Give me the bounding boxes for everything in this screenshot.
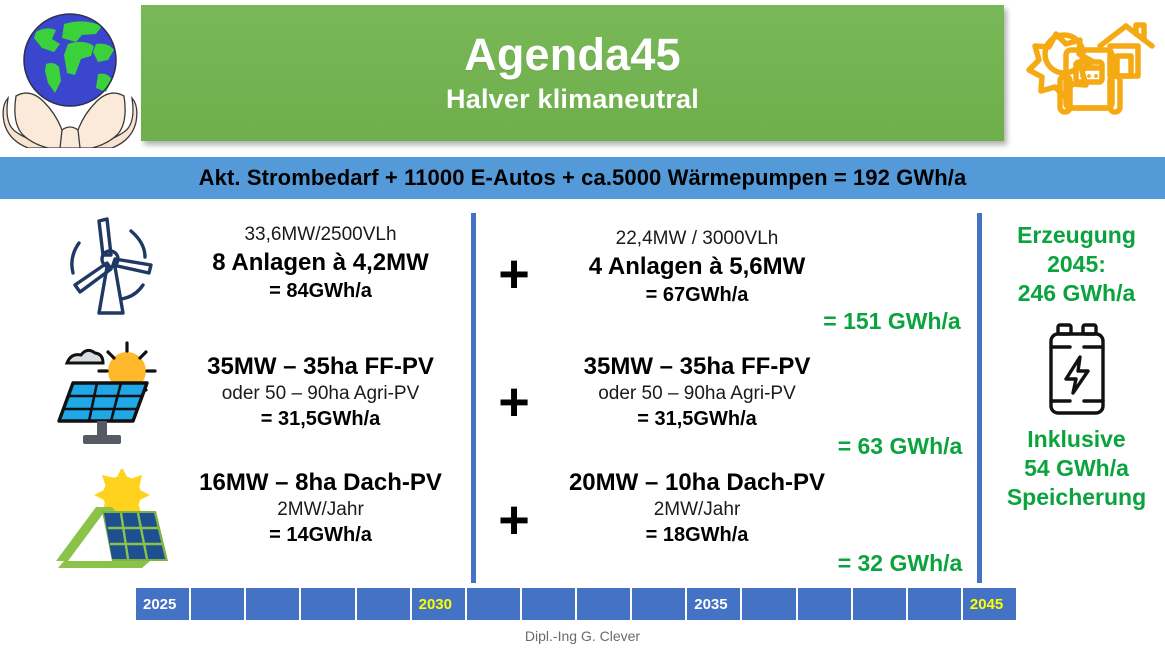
timeline-cell-14[interactable] [852, 588, 908, 620]
summary-footer-line2: 54 GWh/a [1024, 455, 1129, 481]
timeline-cell-3[interactable] [246, 588, 302, 620]
page-subtitle: Halver klimaneutral [446, 84, 699, 115]
demand-banner: Akt. Strombedarf + 11000 E-Autos + ca.50… [0, 157, 1165, 199]
roof-pv-sum: = 32 GWh/a [837, 550, 963, 576]
row-wind: 33,6MW/2500VLh 8 Anlagen à 4,2MW = 84GWh… [0, 205, 1165, 334]
wind-sum: = 151 GWh/a [823, 308, 961, 334]
timeline: 2025 2030 2035 2045 [136, 588, 1016, 620]
summary-heading-line3: 246 GWh/a [1017, 279, 1136, 306]
timeline-cell-2[interactable] [191, 588, 247, 620]
timeline-cell-4[interactable] [301, 588, 357, 620]
wind-right-line1: 22,4MW / 3000VLh [615, 228, 779, 249]
title-banner: Agenda45 Halver klimaneutral [141, 5, 1004, 141]
battery-lightning-icon [1048, 323, 1105, 415]
timeline-cell-7[interactable] [466, 588, 522, 620]
ground-pv-left-line2: oder 50 – 90ha Agri-PV [221, 383, 420, 405]
logo-container [2, 2, 138, 149]
hands-holding-globe-icon [2, 13, 138, 149]
roof-pv-left-line3: = 14GWh/a [269, 523, 372, 546]
page-title: Agenda45 [464, 28, 681, 80]
demand-banner-text: Akt. Strombedarf + 11000 E-Autos + ca.50… [198, 165, 967, 190]
divider-right [977, 213, 982, 583]
summary-heading: Erzeugung 2045: 246 GWh/a [988, 221, 1165, 307]
wind-icon-cell [55, 209, 180, 326]
wind-operator: + [498, 244, 530, 304]
content-area: 33,6MW/2500VLh 8 Anlagen à 4,2MW = 84GWh… [0, 205, 1165, 585]
summary-heading-line1: Erzeugung [1017, 222, 1136, 248]
summary-heading-line2: 2045: [1047, 250, 1106, 277]
divider-left [471, 213, 476, 583]
timeline-cell-13[interactable] [797, 588, 853, 620]
ground-pv-sum: = 63 GWh/a [837, 433, 963, 459]
wind-turbine-icon [70, 217, 153, 315]
timeline-cell-16[interactable]: 2045 [962, 588, 1016, 620]
slide-header: Agenda45 Halver klimaneutral [0, 0, 1165, 152]
roof-pv-right-line3: = 18GWh/a [645, 523, 749, 546]
ground-pv-right-line3: = 31,5GWh/a [637, 407, 757, 430]
ground-pv-left-line3: = 31,5GWh/a [260, 407, 381, 430]
roof-pv-left-text: 16MW – 8ha Dach-PV 2MW/Jahr = 14GWh/a [178, 467, 463, 548]
wind-left-line3: = 84GWh/a [269, 279, 372, 302]
timeline-cell-5[interactable] [356, 588, 412, 620]
timeline-cell-9[interactable] [577, 588, 633, 620]
row-roof-pv: 16MW – 8ha Dach-PV 2MW/Jahr = 14GWh/a + … [0, 465, 1165, 585]
ground-solar-panel-icon [57, 341, 157, 444]
roof-pv-icon-cell [50, 467, 175, 579]
timeline-cell-11[interactable]: 2035 [687, 588, 743, 620]
sun-meter-house-icon [1026, 22, 1155, 115]
roof-pv-left-line1: 16MW – 8ha Dach-PV [199, 469, 442, 496]
timeline-cell-6[interactable]: 2030 [411, 588, 467, 620]
row-ground-pv: 35MW – 35ha FF-PV oder 50 – 90ha Agri-PV… [0, 335, 1165, 463]
ground-pv-right-line2: oder 50 – 90ha Agri-PV [598, 383, 796, 405]
ground-pv-icon-cell [55, 339, 180, 456]
roof-pv-right-line1: 20MW – 10ha Dach-PV [568, 469, 826, 496]
roof-solar-panel-icon [56, 467, 168, 568]
summary-column: Erzeugung 2045: 246 GWh/a [988, 205, 1165, 585]
ground-pv-left-line1: 35MW – 35ha FF-PV [207, 353, 434, 380]
header-right-icon-container [1006, 4, 1163, 144]
author-credit: Dipl.-Ing G. Clever [524, 628, 641, 644]
timeline-cell-15[interactable] [907, 588, 963, 620]
timeline-cell-1[interactable]: 2025 [136, 588, 192, 620]
wind-right-line3: = 67GWh/a [645, 283, 749, 306]
timeline-cell-8[interactable] [521, 588, 577, 620]
summary-footer: Inklusive 54 GWh/a Speicherung [988, 425, 1165, 511]
roof-pv-right-text: 20MW – 10ha Dach-PV 2MW/Jahr = 18GWh/a [552, 467, 842, 548]
wind-left-text: 33,6MW/2500VLh 8 Anlagen à 4,2MW = 84GWh… [178, 223, 463, 304]
roof-pv-right-line2: 2MW/Jahr [653, 499, 741, 521]
timeline-cell-12[interactable] [742, 588, 798, 620]
summary-footer-line3: Speicherung [1006, 483, 1147, 510]
roof-pv-left-line2: 2MW/Jahr [277, 499, 364, 521]
wind-left-line2: 8 Anlagen à 4,2MW [212, 248, 429, 276]
battery-icon-cell [988, 321, 1165, 417]
ground-pv-operator: + [498, 372, 530, 432]
summary-footer-line1: Inklusive [1027, 426, 1126, 453]
roof-pv-operator: + [498, 490, 530, 550]
timeline-cell-10[interactable] [632, 588, 688, 620]
ground-pv-left-text: 35MW – 35ha FF-PV oder 50 – 90ha Agri-PV… [178, 351, 463, 432]
wind-right-text: 22,4MW / 3000VLh 4 Anlagen à 5,6MW = 67G… [552, 227, 842, 308]
ground-pv-right-line1: 35MW – 35ha FF-PV [583, 353, 811, 380]
wind-right-line2: 4 Anlagen à 5,6MW [588, 252, 806, 280]
wind-left-line1: 33,6MW/2500VLh [244, 224, 397, 245]
ground-pv-right-text: 35MW – 35ha FF-PV oder 50 – 90ha Agri-PV… [552, 351, 842, 432]
